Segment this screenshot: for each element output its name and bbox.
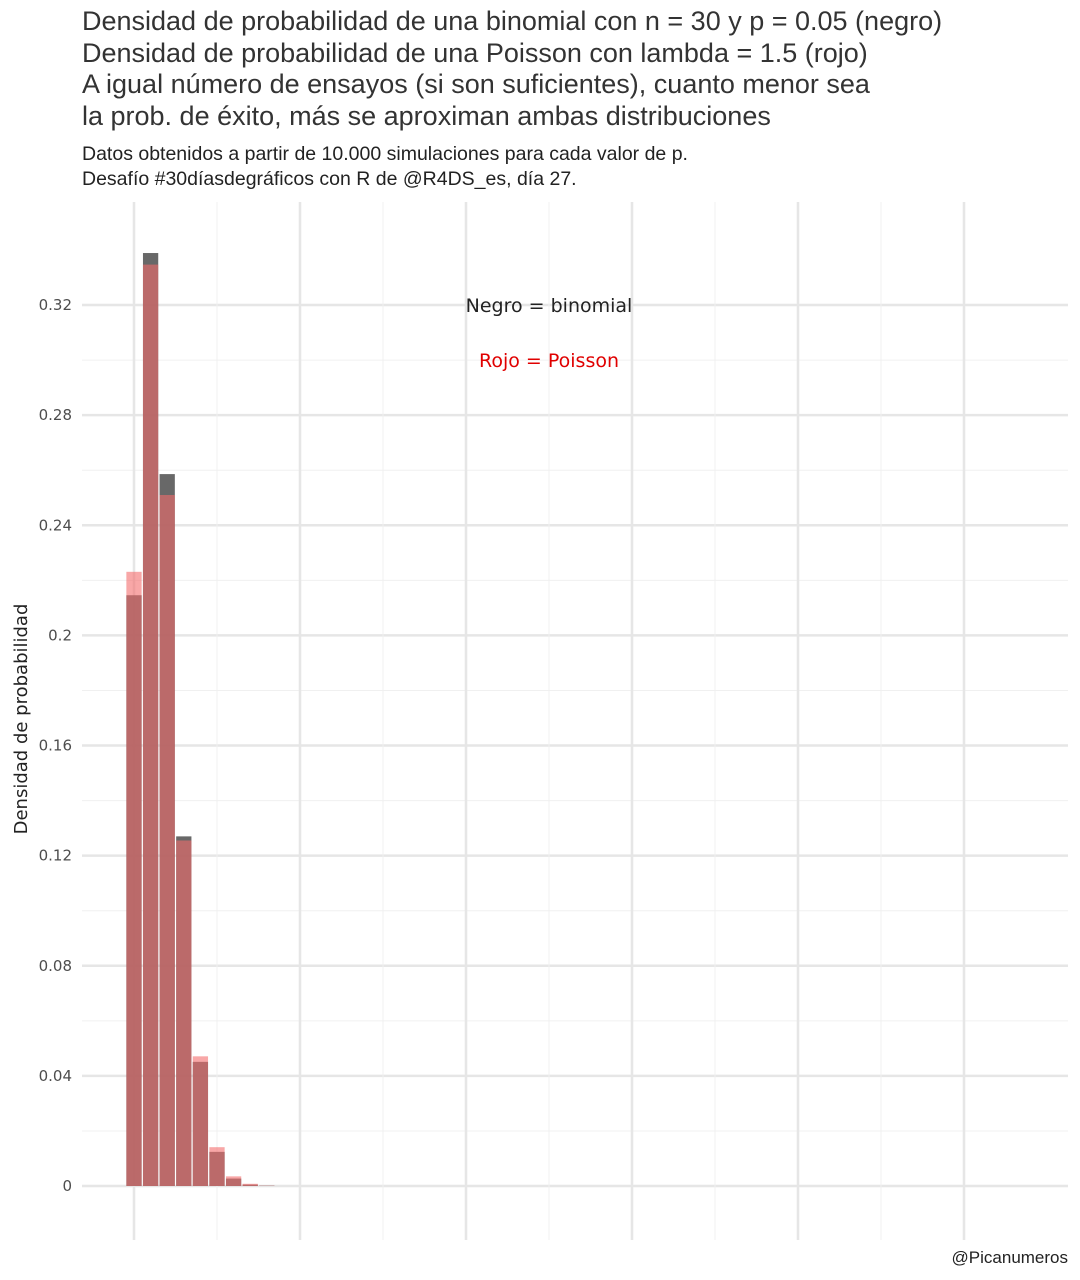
caption: @Picanumeros [951, 1248, 1068, 1267]
y-tick-label: 0.16 [39, 737, 72, 755]
poisson-bar [192, 1056, 209, 1186]
subtitle-line-1: Datos obtenidos a partir de 10.000 simul… [82, 143, 688, 165]
subtitle-line-2: Desafío #30díasdegráficos con R de @R4DS… [82, 168, 577, 190]
y-tick-label: 0.32 [39, 296, 72, 314]
poisson-bar [242, 1183, 258, 1186]
y-tick-label: 0.04 [39, 1067, 72, 1085]
y-tick-label: 0.08 [39, 957, 72, 975]
annotation-label: Negro = binomial [466, 295, 633, 317]
annotations: Negro = binomial Rojo = Poisson [466, 295, 633, 372]
grid-lines [82, 202, 1068, 1240]
chart-subtitle: Datos obtenidos a partir de 10.000 simul… [82, 142, 1072, 192]
y-axis-label: Densidad de probabilidad [11, 604, 32, 835]
poisson-bar [159, 495, 175, 1186]
title-line-1: Densidad de probabilidad de una binomial… [82, 6, 943, 36]
y-tick-label: 0.2 [48, 626, 72, 644]
y-tick-label: 0.28 [39, 406, 72, 424]
y-axis-ticks: 0 0.04 0.08 0.12 0.16 0.2 0.24 0.28 0.32 [39, 296, 72, 1195]
poisson-bar [142, 264, 159, 1186]
y-tick-label: 0.12 [39, 847, 72, 865]
poisson-bars [126, 264, 275, 1186]
annotation-label: Rojo = Poisson [479, 350, 619, 372]
title-line-4: la prob. de éxito, más se aproximan amba… [82, 100, 771, 131]
title-line-3: A igual número de ensayos (si son sufici… [82, 69, 870, 99]
title-line-2: Densidad de probabilidad de una Poisson … [82, 37, 868, 68]
y-tick-label: 0 [62, 1177, 72, 1195]
poisson-bar [126, 571, 142, 1186]
poisson-bar [225, 1176, 242, 1186]
poisson-bar [209, 1147, 225, 1186]
chart-title: Densidad de probabilidad de una binomial… [82, 6, 1072, 132]
poisson-bar [176, 840, 192, 1186]
y-tick-label: 0.24 [39, 516, 72, 534]
